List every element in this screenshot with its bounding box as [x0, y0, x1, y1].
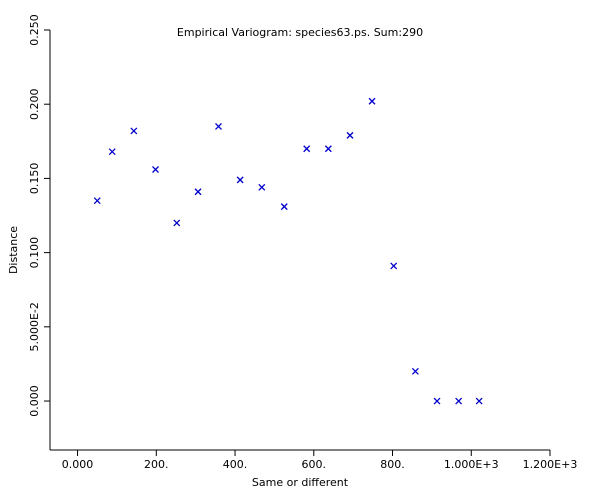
data-point	[194, 188, 202, 196]
data-point	[258, 183, 266, 191]
chart-title: Empirical Variogram: species63.ps. Sum:2…	[177, 26, 423, 39]
data-point	[324, 145, 332, 153]
data-point	[108, 148, 116, 156]
data-point	[368, 97, 376, 105]
y-tick-label: 0.100	[28, 237, 41, 269]
data-points	[93, 97, 483, 405]
y-tick-label: 0.200	[28, 88, 41, 120]
y-ticks: 0.000 5.000E-2 0.100 0.150 0.200 0.250	[28, 14, 50, 417]
data-point	[93, 197, 101, 205]
y-tick-label: 0.000	[28, 385, 41, 417]
data-point	[455, 397, 463, 405]
data-point	[390, 262, 398, 270]
x-tick-label: 200.	[144, 458, 169, 471]
y-tick-label: 0.150	[28, 163, 41, 195]
y-tick-label: 0.250	[28, 14, 41, 46]
data-point	[411, 367, 419, 375]
data-point	[303, 145, 311, 153]
y-axis-label: Distance	[7, 226, 20, 274]
data-point	[152, 166, 159, 173]
x-axis-label: Same or different	[252, 476, 349, 489]
x-tick-label: 600.	[302, 458, 327, 471]
x-tick-label: 0.000	[62, 458, 94, 471]
x-tick-label: 400.	[223, 458, 248, 471]
x-tick-label: 1.000E+3	[444, 458, 499, 471]
data-point	[475, 397, 483, 405]
x-ticks: 0.000 200. 400. 600. 800. 1.000E+3 1.200E+3	[62, 450, 578, 471]
data-point	[346, 131, 354, 139]
data-point	[215, 123, 222, 130]
data-point	[236, 176, 244, 184]
data-point	[130, 127, 138, 135]
data-point	[433, 397, 441, 405]
x-tick-label: 800.	[380, 458, 405, 471]
data-point	[280, 203, 288, 211]
x-tick-label: 1.200E+3	[523, 458, 578, 471]
data-point	[173, 219, 181, 227]
y-tick-label: 5.000E-2	[28, 302, 41, 351]
axes	[49, 30, 550, 451]
